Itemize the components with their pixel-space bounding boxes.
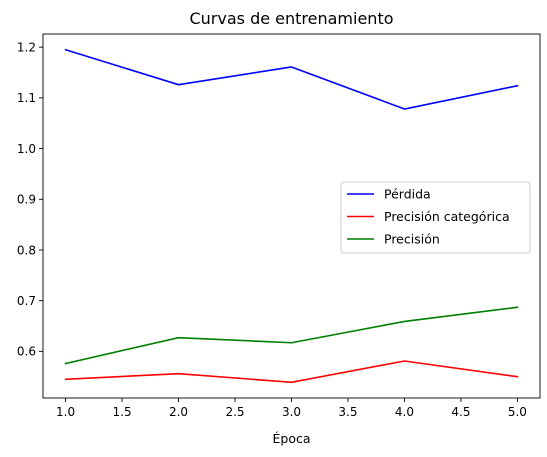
legend: Pérdida Precisión categórica Precisión bbox=[340, 181, 531, 254]
x-tick-label: 2.0 bbox=[169, 405, 188, 419]
x-tick-label: 5.0 bbox=[508, 405, 527, 419]
x-tick-label: 3.0 bbox=[282, 405, 301, 419]
y-axis: 0.6 0.7 0.8 0.9 1.0 1.1 1.2 bbox=[17, 40, 43, 359]
x-tick-label: 4.0 bbox=[395, 405, 414, 419]
series-line-2 bbox=[64, 306, 519, 365]
legend-entry-label: Precisión categórica bbox=[384, 209, 510, 224]
legend-entry-label: Precisión bbox=[384, 232, 440, 247]
x-tick-label: 4.5 bbox=[451, 405, 470, 419]
x-tick-label: 1.0 bbox=[56, 405, 75, 419]
chart-title: Curvas de entrenamiento bbox=[189, 9, 393, 28]
y-tick-label: 1.1 bbox=[17, 91, 36, 105]
legend-entry-label: Pérdida bbox=[384, 187, 431, 202]
x-axis-label: Época bbox=[272, 431, 310, 446]
series-line-1 bbox=[64, 360, 519, 384]
series-line-0 bbox=[64, 48, 519, 110]
x-tick-label: 2.5 bbox=[225, 405, 244, 419]
x-tick-label: 3.5 bbox=[338, 405, 357, 419]
series-lines bbox=[64, 48, 519, 384]
x-axis: 1.0 1.5 2.0 2.5 3.0 3.5 4.0 4.5 5.0 bbox=[56, 398, 527, 419]
y-tick-label: 0.6 bbox=[17, 345, 36, 359]
y-tick-label: 0.8 bbox=[17, 243, 36, 257]
y-tick-label: 1.2 bbox=[17, 40, 36, 54]
y-tick-label: 0.7 bbox=[17, 294, 36, 308]
x-tick-label: 1.5 bbox=[113, 405, 132, 419]
legend-box bbox=[340, 181, 531, 254]
y-tick-label: 0.9 bbox=[17, 193, 36, 207]
y-tick-label: 1.0 bbox=[17, 142, 36, 156]
